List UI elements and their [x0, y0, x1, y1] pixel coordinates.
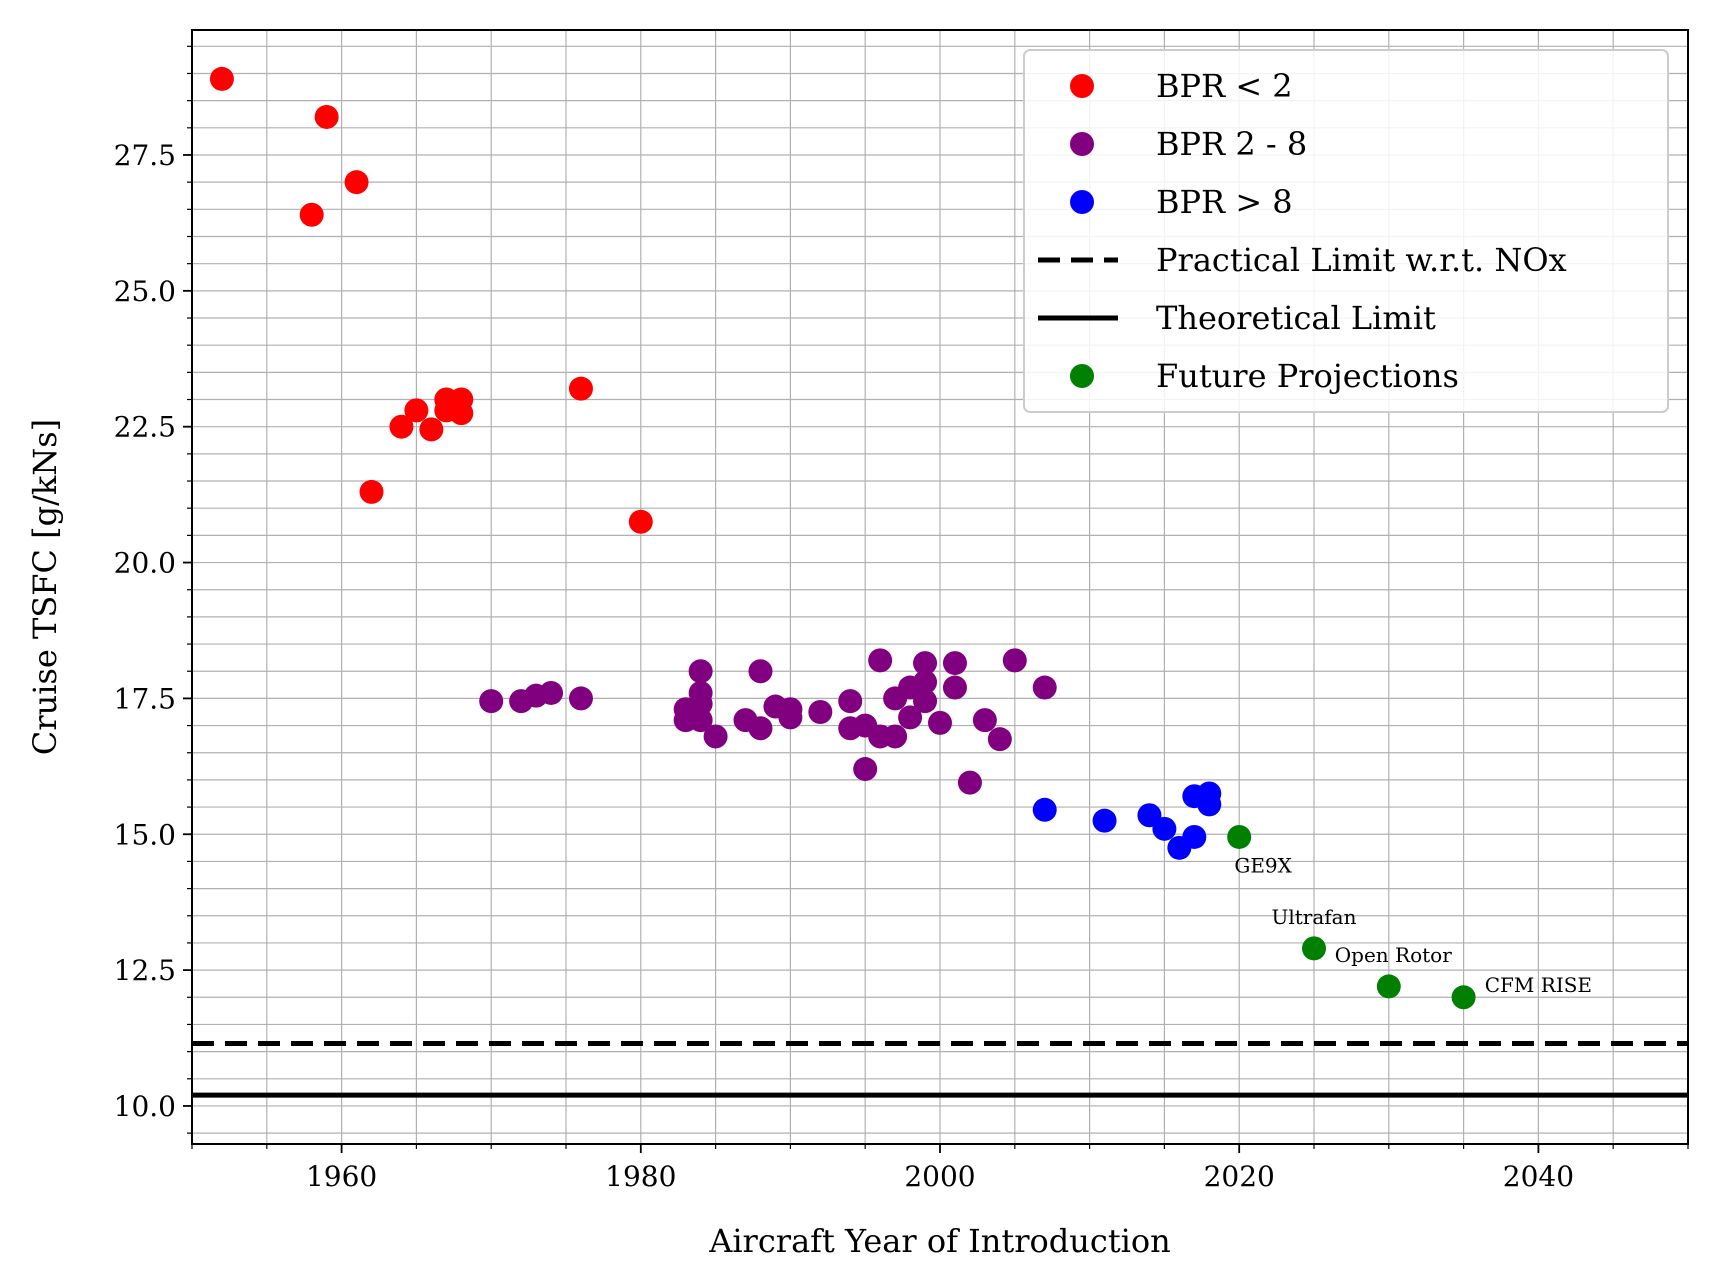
data-point-series-1: [987, 727, 1012, 752]
x-tick-label: 2000: [904, 1160, 975, 1193]
legend: BPR < 2 BPR 2 - 8 BPR > 8 Practical Limit w…: [1023, 49, 1669, 413]
data-point-series-1: [868, 648, 893, 673]
y-tick-label: 20.0: [114, 547, 176, 580]
data-point-series-1: [928, 710, 952, 735]
annotations: GE9X Ultrafan Open Rotor CFM RISE: [1234, 853, 1592, 997]
data-point-series-1: [479, 689, 504, 714]
data-point-series-1: [748, 716, 773, 741]
ticks: 1960 1980 2000 2020 2040 10.0 12.5 15.0 17.5 20.0…: [114, 45, 1689, 1193]
legend-label: Theoretical Limit: [1156, 299, 1436, 337]
legend-box: [1023, 49, 1669, 413]
x-tick-label: 2020: [1204, 1160, 1275, 1193]
data-point-series-0: [314, 104, 339, 129]
data-point-series-2: [1032, 797, 1057, 822]
y-tick-label: 22.5: [114, 411, 176, 444]
data-point-series-1: [913, 689, 938, 714]
x-axis-label: Aircraft Year of Introduction: [708, 1222, 1171, 1260]
reference-lines: [192, 1040, 1688, 1098]
y-tick-label: 27.5: [114, 139, 176, 172]
annotation-label: Open Rotor: [1335, 943, 1452, 967]
data-point-series-0: [209, 66, 234, 91]
data-point-series-1: [957, 770, 982, 795]
data-point-series-1: [539, 680, 564, 705]
data-point-series-1: [972, 708, 997, 733]
data-point-series-1: [568, 686, 593, 711]
y-axis-label: Cruise TSFC [g/kNs]: [26, 419, 64, 755]
legend-label: BPR > 8: [1156, 183, 1293, 221]
data-point-series-0: [568, 376, 593, 401]
data-point-series-0: [359, 479, 384, 504]
legend-marker-dot: [1070, 132, 1094, 156]
data-point-series-1: [853, 757, 878, 782]
y-tick-label: 10.0: [114, 1090, 176, 1123]
data-point-series-3: [1451, 985, 1476, 1010]
data-point-series-0: [449, 401, 474, 426]
data-point-series-1: [913, 670, 938, 695]
data-point-series-3: [1227, 824, 1252, 849]
data-point-series-1: [688, 708, 713, 733]
legend-marker-dot: [1070, 74, 1094, 98]
x-tick-label: 1980: [605, 1160, 676, 1193]
data-point-series-1: [1032, 675, 1057, 700]
data-point-series-3: [1302, 936, 1326, 961]
data-point-series-0: [404, 398, 429, 423]
data-points: [209, 66, 1476, 1010]
x-tick-label: 1960: [306, 1160, 377, 1193]
legend-label: BPR < 2: [1156, 67, 1293, 105]
data-point-series-0: [389, 414, 414, 439]
data-point-series-3: [1376, 974, 1401, 999]
data-point-series-1: [898, 705, 923, 730]
data-point-series-1: [913, 651, 938, 676]
data-point-series-1: [808, 699, 833, 724]
y-tick-label: 15.0: [114, 818, 176, 851]
data-point-series-1: [1002, 648, 1027, 673]
y-tick-label: 12.5: [114, 954, 176, 987]
y-tick-label: 25.0: [114, 275, 176, 308]
data-point-series-0: [344, 170, 369, 195]
data-point-series-1: [778, 705, 803, 730]
annotation-label: GE9X: [1234, 853, 1292, 877]
data-point-series-1: [748, 659, 773, 684]
x-tick-label: 2040: [1503, 1160, 1574, 1193]
annotation-label: CFM RISE: [1485, 973, 1592, 997]
data-point-series-1: [688, 659, 713, 684]
data-point-series-1: [883, 724, 908, 749]
data-point-series-2: [1197, 792, 1222, 817]
data-point-series-2: [1182, 824, 1207, 849]
data-point-series-2: [1152, 816, 1177, 841]
data-point-series-0: [419, 417, 444, 442]
data-point-series-0: [628, 509, 653, 534]
annotation-label: Ultrafan: [1272, 905, 1357, 929]
data-point-series-1: [942, 651, 967, 676]
legend-label: Practical Limit w.r.t. NOx: [1156, 241, 1567, 279]
data-point-series-1: [838, 689, 863, 714]
data-point-series-2: [1092, 808, 1117, 833]
legend-label: Future Projections: [1156, 357, 1459, 395]
legend-label: BPR 2 - 8: [1156, 125, 1307, 163]
data-point-series-0: [299, 202, 324, 227]
legend-marker-dot: [1070, 364, 1094, 388]
grid: [191, 30, 1689, 1144]
data-point-series-1: [942, 675, 967, 700]
y-tick-label: 17.5: [114, 682, 176, 715]
legend-marker-dot: [1070, 190, 1094, 214]
data-point-series-1: [703, 724, 728, 749]
